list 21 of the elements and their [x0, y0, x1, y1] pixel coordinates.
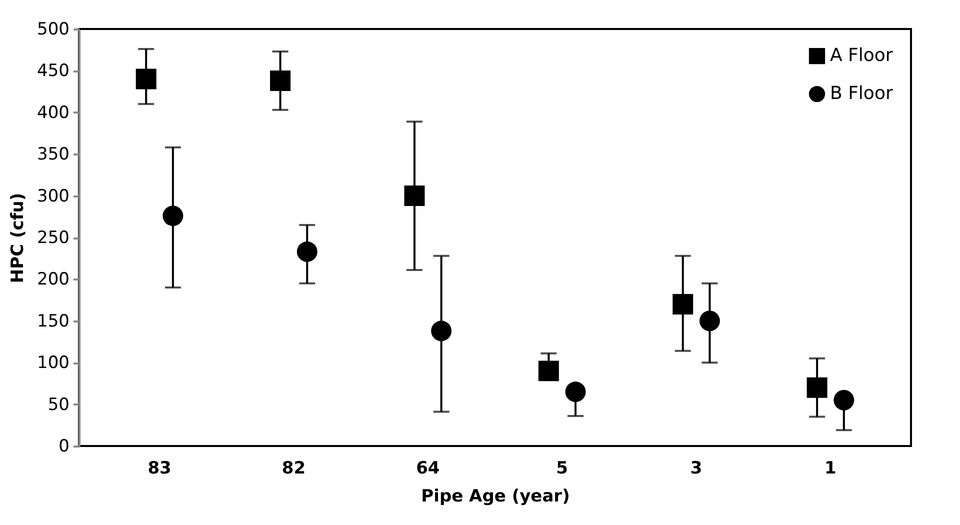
legend-label: B Floor: [830, 83, 894, 104]
x-tick-label: 82: [282, 458, 306, 478]
y-tick-label: 250: [37, 228, 70, 248]
y-tick-label: 450: [37, 61, 70, 82]
y-tick-label: 400: [37, 102, 70, 123]
y-tick-label: 200: [37, 270, 70, 290]
y-tick-label: 500: [37, 20, 70, 40]
y-tick-label: 50: [48, 394, 70, 415]
x-axis-title: Pipe Age (year): [421, 486, 570, 506]
y-tick-label: 150: [37, 311, 70, 332]
x-tick-label: 64: [416, 458, 440, 478]
y-tick-label: 350: [37, 144, 70, 165]
y-axis-title: HPC (cfu): [8, 192, 28, 284]
y-tick-label: 0: [58, 436, 70, 456]
x-tick-label: 83: [148, 458, 172, 478]
x-tick-label: 1: [824, 458, 836, 478]
legend-label: A Floor: [830, 45, 894, 66]
x-tick-label: 3: [690, 458, 702, 478]
x-tick-label: 5: [556, 458, 568, 478]
y-tick-label: 100: [37, 353, 70, 374]
y-tick-label: 300: [37, 186, 70, 206]
